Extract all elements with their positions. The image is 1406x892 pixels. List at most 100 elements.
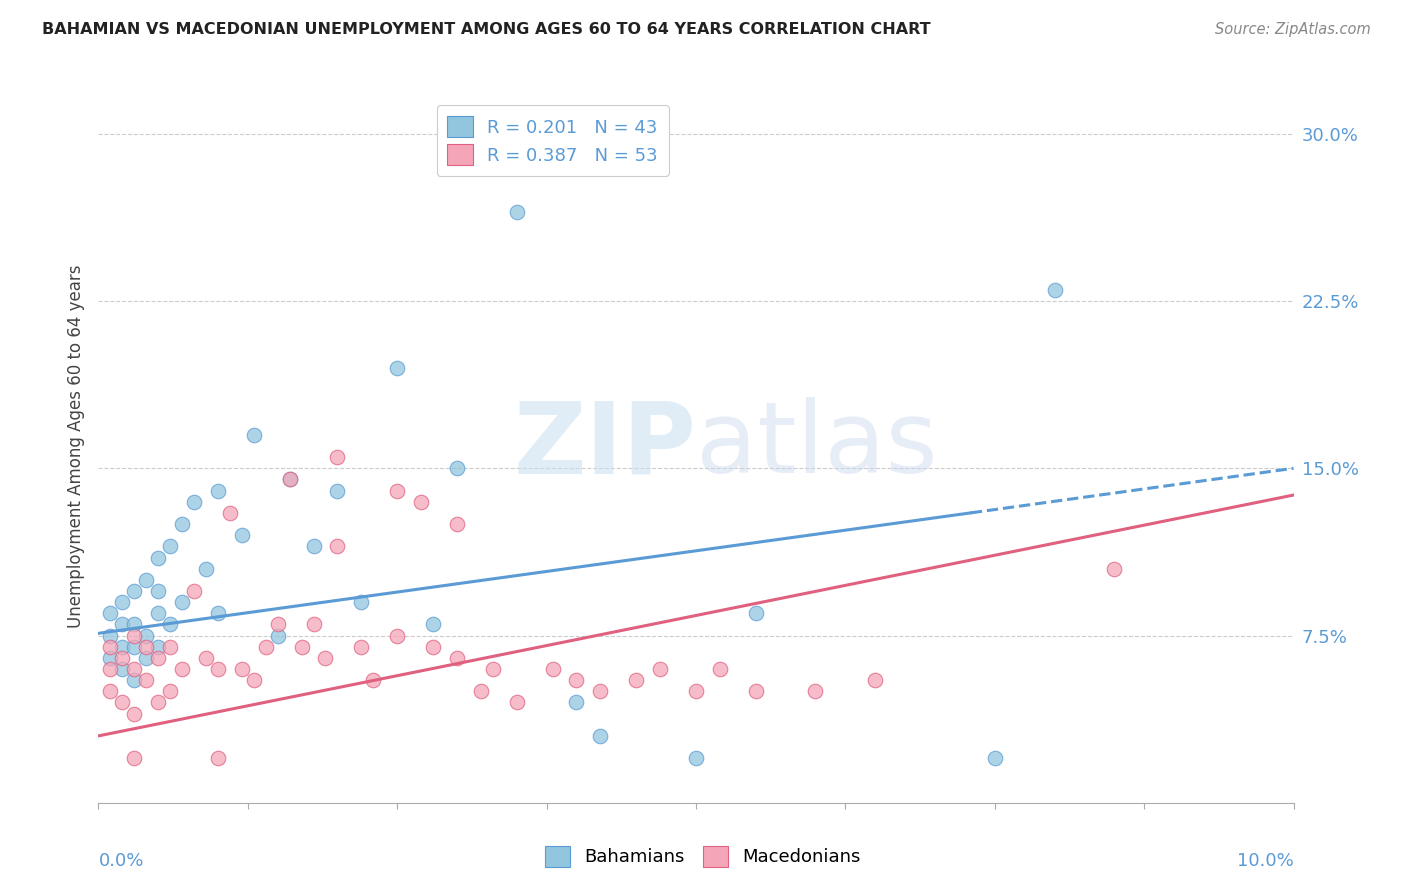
Point	[315, 651, 337, 665]
Point	[565, 696, 588, 710]
Legend: R = 0.201   N = 43, R = 0.387   N = 53: R = 0.201 N = 43, R = 0.387 N = 53	[436, 105, 669, 176]
Point	[111, 696, 134, 710]
Point	[446, 461, 468, 475]
Point	[254, 640, 277, 654]
Point	[231, 528, 253, 542]
Point	[506, 204, 529, 219]
Point	[650, 662, 672, 676]
Point	[446, 517, 468, 532]
Point	[111, 617, 134, 632]
Point	[135, 673, 157, 687]
Point	[195, 562, 218, 576]
Point	[172, 595, 194, 609]
Point	[172, 517, 194, 532]
Point	[745, 607, 768, 621]
Point	[172, 662, 194, 676]
Point	[148, 583, 170, 598]
Point	[231, 662, 253, 676]
Point	[685, 751, 707, 765]
Point	[363, 673, 385, 687]
Point	[326, 483, 349, 498]
Point	[124, 751, 146, 765]
Point	[278, 473, 301, 487]
Point	[278, 473, 301, 487]
Point	[159, 640, 181, 654]
Point	[100, 662, 122, 676]
Point	[124, 628, 146, 642]
Point	[385, 483, 409, 498]
Point	[207, 662, 229, 676]
Point	[565, 673, 588, 687]
Point	[589, 729, 612, 743]
Point	[148, 550, 170, 565]
Legend: Bahamians, Macedonians: Bahamians, Macedonians	[537, 838, 869, 874]
Point	[111, 662, 134, 676]
Point	[302, 539, 325, 553]
Point	[124, 706, 146, 721]
Point	[267, 617, 290, 632]
Point	[411, 494, 433, 508]
Point	[326, 450, 349, 465]
Point	[159, 617, 181, 632]
Point	[135, 573, 157, 587]
Point	[219, 506, 242, 520]
Point	[111, 651, 134, 665]
Point	[350, 595, 373, 609]
Text: ZIP: ZIP	[513, 398, 696, 494]
Point	[100, 651, 122, 665]
Point	[100, 684, 122, 698]
Point	[385, 360, 409, 375]
Point	[195, 651, 218, 665]
Point	[1104, 562, 1126, 576]
Point	[148, 651, 170, 665]
Text: Source: ZipAtlas.com: Source: ZipAtlas.com	[1215, 22, 1371, 37]
Point	[111, 595, 134, 609]
Point	[135, 628, 157, 642]
Point	[422, 640, 444, 654]
Point	[302, 617, 325, 632]
Point	[124, 662, 146, 676]
Point	[1043, 283, 1066, 297]
Point	[541, 662, 564, 676]
Point	[350, 640, 373, 654]
Point	[183, 583, 205, 598]
Point	[470, 684, 492, 698]
Point	[385, 628, 409, 642]
Point	[685, 684, 707, 698]
Point	[159, 539, 181, 553]
Point	[267, 628, 290, 642]
Point	[709, 662, 731, 676]
Point	[111, 640, 134, 654]
Point	[446, 651, 468, 665]
Point	[243, 427, 266, 442]
Point	[422, 617, 444, 632]
Point	[124, 617, 146, 632]
Point	[804, 684, 827, 698]
Point	[124, 673, 146, 687]
Text: atlas: atlas	[696, 398, 938, 494]
Y-axis label: Unemployment Among Ages 60 to 64 years: Unemployment Among Ages 60 to 64 years	[66, 264, 84, 628]
Point	[326, 539, 349, 553]
Point	[984, 751, 1007, 765]
Point	[148, 607, 170, 621]
Point	[481, 662, 505, 676]
Point	[135, 640, 157, 654]
Point	[865, 673, 887, 687]
Point	[124, 640, 146, 654]
Text: 0.0%: 0.0%	[98, 852, 143, 870]
Point	[183, 494, 205, 508]
Point	[207, 483, 229, 498]
Point	[626, 673, 648, 687]
Point	[207, 607, 229, 621]
Point	[100, 607, 122, 621]
Point	[100, 628, 122, 642]
Point	[135, 651, 157, 665]
Text: BAHAMIAN VS MACEDONIAN UNEMPLOYMENT AMONG AGES 60 TO 64 YEARS CORRELATION CHART: BAHAMIAN VS MACEDONIAN UNEMPLOYMENT AMON…	[42, 22, 931, 37]
Point	[745, 684, 768, 698]
Point	[124, 583, 146, 598]
Point	[100, 640, 122, 654]
Point	[148, 640, 170, 654]
Text: 10.0%: 10.0%	[1237, 852, 1294, 870]
Point	[589, 684, 612, 698]
Point	[207, 751, 229, 765]
